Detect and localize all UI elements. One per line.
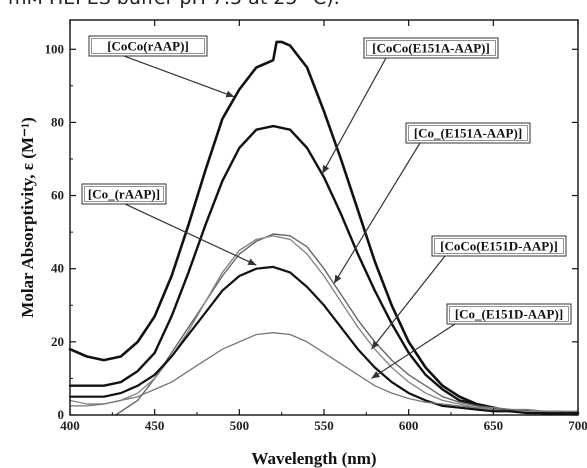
- annotation-arrow-2: [333, 142, 421, 284]
- caption-fragment: mM HEPES buffer pH 7.5 at 25 °C).: [0, 0, 587, 14]
- y-tick-label-0: 0: [58, 407, 65, 422]
- plot-frame: [69, 19, 579, 416]
- annotation-arrowhead-0: [225, 90, 235, 98]
- annotation-arrow-0: [123, 55, 235, 98]
- x-tick-label-3: 550: [314, 418, 334, 433]
- annotation-label-0: [CoCo(rAAP)]: [107, 39, 189, 54]
- x-tick-label-5: 650: [484, 418, 504, 433]
- annotation-arrowhead-1: [322, 164, 330, 174]
- annotation-box-inner-0: [91, 38, 205, 54]
- x-tick-label-1: 450: [145, 418, 165, 433]
- series-line-0: [68, 40, 580, 415]
- annotation-box-3: [81, 183, 167, 205]
- annotation-label-1: [CoCo(E151A-AAP)]: [372, 41, 490, 56]
- annotation-box-2: [405, 122, 531, 144]
- annotation-box-inner-5: [449, 306, 569, 322]
- y-tick-label-1: 20: [51, 334, 64, 349]
- annotation-label-5: [Co_(E151D-AAP)]: [455, 307, 563, 322]
- annotation-box-inner-4: [434, 238, 564, 254]
- series-line-5: [69, 332, 579, 412]
- x-axis-title: Wavelength (nm): [251, 449, 376, 468]
- annotation-arrowhead-5: [371, 371, 381, 379]
- annotation-box-1: [363, 37, 499, 59]
- annotation-layer: [CoCo(rAAP)] [CoCo(E151A-AAP)] [Co_(E151A-…: [81, 35, 572, 379]
- annotation-box-0: [88, 35, 208, 57]
- caption-text: mM HEPES buffer pH 7.5 at 25 °C).: [8, 0, 340, 9]
- annotation-box-inner-2: [408, 125, 528, 141]
- annotation-label-2: [Co_(E151A-AAP)]: [414, 126, 522, 141]
- y-tick-label-5: 100: [45, 41, 65, 56]
- y-tick-label-3: 60: [51, 188, 64, 203]
- x-tick-label-6: 700: [568, 418, 587, 433]
- annotation-box-4: [431, 235, 567, 257]
- annotation-box-inner-3: [84, 186, 164, 202]
- annotation-label-4: [CoCo(E151D-AAP)]: [440, 239, 558, 254]
- annotation-arrow-5: [371, 323, 456, 379]
- x-tick-label-0: 400: [60, 418, 80, 433]
- annotation-arrowhead-3: [247, 258, 257, 266]
- annotation-arrowhead-4: [371, 340, 380, 350]
- y-tick-label-4: 80: [51, 114, 64, 129]
- y-axis-title: Molar Absorptivity, ε (M⁻¹): [18, 117, 37, 317]
- annotation-arrow-3: [124, 203, 257, 266]
- x-tick-label-2: 500: [230, 418, 250, 433]
- annotation-label-3: [Co_(rAAP)]: [88, 187, 160, 202]
- x-tick-label-4: 600: [399, 418, 419, 433]
- annotation-box-inner-1: [366, 40, 496, 56]
- annotation-arrow-1: [321, 57, 387, 174]
- annotation-arrowhead-2: [334, 274, 342, 284]
- axes-layer: 400 450 500 550 600 650 700 0 20 40 60 80 100 Wavelen…: [18, 19, 587, 468]
- series-line-4: [68, 265, 580, 415]
- series-layer: [68, 40, 580, 416]
- annotation-arrow-4: [370, 255, 446, 350]
- y-tick-label-2: 40: [51, 261, 64, 276]
- annotation-box-5: [446, 303, 572, 325]
